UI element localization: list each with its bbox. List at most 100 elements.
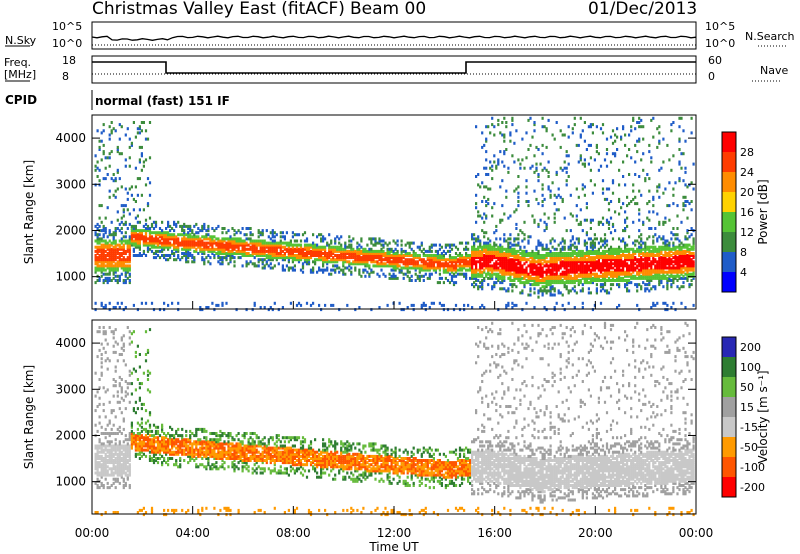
range-gate-cell bbox=[364, 260, 367, 264]
range-gate-cell bbox=[102, 264, 105, 268]
range-gate-cell bbox=[116, 227, 119, 230]
range-gate-cell bbox=[102, 268, 105, 272]
range-gate-cell bbox=[648, 258, 651, 262]
range-gate-cell bbox=[567, 254, 570, 257]
range-gate-cell bbox=[332, 252, 335, 255]
range-gate-cell bbox=[112, 127, 115, 131]
range-gate-cell bbox=[350, 272, 353, 276]
range-gate-cell bbox=[688, 285, 691, 289]
range-gate-cell bbox=[616, 272, 619, 276]
range-gate-cell bbox=[130, 229, 133, 233]
range-gate-cell bbox=[277, 252, 280, 255]
range-gate-cell bbox=[324, 258, 327, 262]
range-gate-cell bbox=[607, 202, 611, 206]
range-gate-cell bbox=[104, 332, 107, 336]
range-gate-cell bbox=[672, 264, 675, 268]
range-gate-cell bbox=[595, 125, 598, 129]
range-gate-cell bbox=[108, 125, 111, 129]
range-gate-cell bbox=[511, 123, 514, 127]
range-gate-cell bbox=[450, 279, 454, 282]
range-gate-cell bbox=[98, 233, 101, 237]
range-gate-cell bbox=[187, 256, 190, 260]
range-gate-cell bbox=[626, 266, 629, 270]
range-gate-cell bbox=[305, 247, 309, 251]
range-gate-cell bbox=[122, 252, 125, 255]
range-gate-cell bbox=[116, 264, 119, 268]
range-gate-cell bbox=[130, 239, 133, 243]
range-gate-cell bbox=[644, 252, 647, 255]
range-gate-cell bbox=[577, 264, 580, 268]
range-gate-cell bbox=[628, 252, 631, 255]
range-gate-cell bbox=[611, 222, 615, 226]
range-gate-cell bbox=[545, 247, 548, 251]
range-gate-cell bbox=[477, 287, 480, 291]
range-gate-cell bbox=[497, 118, 500, 122]
range-gate-cell bbox=[549, 258, 552, 262]
range-gate-cell bbox=[666, 204, 669, 208]
range-gate-cell bbox=[642, 125, 645, 129]
range-gate-cell bbox=[479, 285, 482, 289]
range-gate-cell bbox=[561, 133, 564, 137]
range-gate-cell bbox=[177, 239, 180, 243]
range-gate-cell bbox=[605, 187, 609, 191]
range-gate-cell bbox=[128, 145, 131, 149]
range-gate-cell bbox=[517, 272, 520, 276]
range-gate-cell bbox=[567, 291, 570, 295]
range-gate-cell bbox=[340, 245, 343, 249]
range-gate-cell bbox=[587, 249, 590, 253]
freq-unit: [MHz] bbox=[4, 68, 36, 81]
range-gate-cell bbox=[189, 233, 192, 237]
range-gate-cell bbox=[481, 285, 484, 289]
range-gate-cell bbox=[181, 252, 184, 255]
range-gate-cell bbox=[575, 258, 578, 262]
range-gate-cell bbox=[591, 281, 594, 285]
range-gate-cell bbox=[316, 252, 319, 255]
range-gate-cell bbox=[624, 245, 627, 249]
range-gate-cell bbox=[364, 254, 367, 257]
range-gate-cell bbox=[686, 254, 689, 257]
range-gate-cell bbox=[299, 303, 303, 307]
range-gate-cell bbox=[553, 256, 556, 260]
range-gate-cell bbox=[316, 243, 319, 247]
range-gate-cell bbox=[589, 256, 592, 260]
range-gate-cell bbox=[318, 266, 321, 270]
range-gate-cell bbox=[460, 264, 464, 268]
range-gate-cell bbox=[485, 262, 488, 266]
range-gate-cell bbox=[116, 252, 119, 255]
range-gate-cell bbox=[547, 279, 550, 282]
range-gate-cell bbox=[128, 212, 131, 216]
range-gate-cell bbox=[571, 262, 574, 266]
range-gate-cell bbox=[690, 268, 693, 272]
range-gate-cell bbox=[340, 243, 343, 247]
range-gate-cell bbox=[140, 145, 143, 149]
range-gate-cell bbox=[96, 262, 99, 266]
range-gate-cell bbox=[94, 467, 97, 471]
range-gate-cell bbox=[265, 249, 268, 253]
range-gate-cell bbox=[666, 245, 669, 249]
range-gate-cell bbox=[265, 256, 268, 260]
range-gate-cell bbox=[684, 139, 687, 143]
range-gate-cell bbox=[156, 245, 160, 249]
range-gate-cell bbox=[217, 303, 220, 307]
range-gate-cell bbox=[515, 270, 518, 274]
range-gate-cell bbox=[692, 270, 695, 274]
range-gate-cell bbox=[322, 239, 325, 243]
range-gate-cell bbox=[690, 262, 693, 266]
range-gate-cell bbox=[501, 247, 504, 251]
range-gate-cell bbox=[118, 252, 121, 255]
range-gate-cell bbox=[102, 272, 105, 276]
range-gate-cell bbox=[686, 262, 689, 266]
range-gate-cell bbox=[563, 276, 566, 280]
range-gate-cell bbox=[314, 249, 317, 253]
range-gate-cell bbox=[307, 260, 311, 264]
range-gate-cell bbox=[146, 229, 150, 233]
range-gate-cell bbox=[386, 254, 389, 257]
range-gate-cell bbox=[517, 185, 520, 189]
range-gate-cell bbox=[183, 245, 186, 249]
range-gate-cell bbox=[114, 262, 117, 266]
range-gate-cell bbox=[169, 254, 172, 257]
range-gate-cell bbox=[589, 291, 592, 295]
range-gate-cell bbox=[108, 270, 111, 274]
range-gate-cell bbox=[287, 241, 290, 245]
range-gate-cell bbox=[269, 252, 272, 255]
